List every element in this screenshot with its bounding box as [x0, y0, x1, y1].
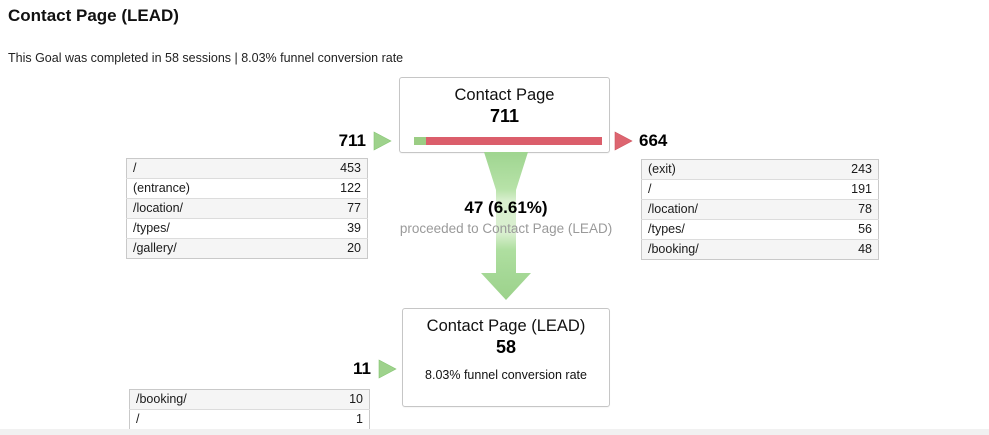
table-row: /gallery/20	[126, 238, 368, 259]
funnel-bar-continued-segment	[414, 137, 427, 145]
proceeded-count: 47 (6.61%)	[464, 198, 548, 217]
source-count: 1	[305, 409, 370, 430]
source-count: 122	[303, 178, 368, 199]
step-1-name: Contact Page	[454, 86, 555, 104]
exit-count: 56	[814, 219, 879, 240]
exit-path: /	[641, 179, 814, 200]
exit-path: /location/	[641, 199, 814, 220]
funnel-flow-down-arrow-icon	[481, 152, 531, 300]
proceeded-description: proceeded to Contact Page (LEAD)	[399, 221, 613, 236]
table-row: /types/56	[641, 219, 879, 240]
step-2-inflow-total: 11	[353, 359, 371, 378]
source-count: 77	[303, 198, 368, 219]
source-count: 453	[303, 158, 368, 179]
table-row: (exit) 243	[641, 159, 879, 180]
funnel-step-1-box: Contact Page 711	[399, 77, 610, 153]
exit-count: 48	[814, 239, 879, 260]
proceeded-label: 47 (6.61%) proceeded to Contact Page (LE…	[390, 198, 622, 236]
step-1-exit-total: 664	[639, 131, 668, 150]
table-row: /1	[129, 409, 370, 430]
exit-path: /types/	[641, 219, 814, 240]
source-path: /	[129, 409, 305, 430]
table-row: /191	[641, 179, 879, 200]
funnel-step-2-box: Contact Page (LEAD) 58 8.03% funnel conv…	[402, 308, 610, 407]
source-count: 20	[303, 238, 368, 259]
exit-path: /booking/	[641, 239, 814, 260]
table-row: /location/77	[126, 198, 368, 219]
step-1-count: 711	[489, 106, 520, 126]
table-row: /453	[126, 158, 368, 179]
source-count: 39	[303, 218, 368, 239]
source-path: /types/	[126, 218, 303, 239]
table-row: /types/39	[126, 218, 368, 239]
source-path: /location/	[126, 198, 303, 219]
source-path: /booking/	[129, 389, 305, 410]
table-row: /location/78	[641, 199, 879, 220]
inflow-arrow-icon	[378, 359, 397, 379]
exit-count: 78	[814, 199, 879, 220]
source-path: (entrance)	[126, 178, 303, 199]
table-row: (entrance) 122	[126, 178, 368, 199]
step-2-entrance-sources-table: /booking/10 /1	[129, 389, 370, 430]
table-row: /booking/48	[641, 239, 879, 260]
exit-arrow-icon	[614, 131, 633, 151]
exit-path: (exit)	[641, 159, 814, 180]
goal-summary-text: This Goal was completed in 58 sessions |…	[8, 51, 404, 65]
step-2-name: Contact Page (LEAD)	[426, 317, 586, 335]
step-2-count: 58	[495, 337, 517, 357]
exit-count: 243	[814, 159, 879, 180]
page-title: Contact Page (LEAD)	[8, 6, 179, 25]
exit-count: 191	[814, 179, 879, 200]
source-count: 10	[305, 389, 370, 410]
source-path: /	[126, 158, 303, 179]
step-1-progress-bar	[414, 137, 602, 145]
step-1-inflow-total: 711	[338, 131, 366, 150]
step-1-exit-destinations-table: (exit) 243 /191 /location/78 /types/56 /b…	[641, 159, 879, 260]
inflow-arrow-icon	[373, 131, 392, 151]
conversion-rate-note: 8.03% funnel conversion rate	[425, 368, 587, 382]
step-1-entrance-sources-table: /453 (entrance) 122 /location/77 /types/3…	[126, 158, 368, 259]
page-bottom-divider	[0, 429, 989, 435]
source-path: /gallery/	[126, 238, 303, 259]
table-row: /booking/10	[129, 389, 370, 410]
